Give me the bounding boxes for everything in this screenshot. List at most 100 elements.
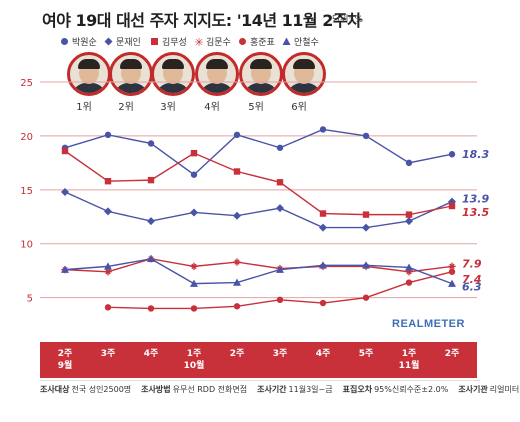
data-point: [276, 144, 284, 151]
legend-marker: [151, 37, 158, 45]
series-line: [64, 128, 453, 176]
x-tick-label: 5주: [359, 348, 374, 359]
data-point: [405, 217, 413, 226]
data-point: [276, 265, 284, 273]
data-point: [319, 210, 327, 217]
legend-label: 김무성: [162, 37, 187, 48]
data-point: [147, 140, 155, 147]
data-point: [448, 202, 456, 210]
x-tick-label: 2주: [58, 348, 73, 359]
data-point: [147, 305, 155, 312]
data-point: [147, 254, 155, 263]
data-point: [190, 262, 198, 271]
data-point: [104, 178, 112, 185]
data-point: [61, 147, 69, 155]
x-month-label: 11월: [399, 359, 420, 371]
data-point: [405, 211, 413, 218]
legend-label: 문재인: [116, 37, 141, 48]
data-point: [61, 187, 69, 196]
data-point: [319, 299, 327, 307]
end-value-label: 7.9: [462, 257, 482, 270]
legend-item: 문재인: [104, 34, 141, 48]
rank-label: 6위: [291, 102, 307, 113]
data-point: [233, 258, 241, 266]
rank-label: 1위: [76, 102, 92, 113]
series-line: [64, 258, 453, 273]
rank-label: 5위: [248, 102, 264, 113]
y-tick-label: 15: [20, 186, 33, 197]
data-point: [362, 223, 370, 232]
data-point: [319, 223, 327, 232]
data-point: [362, 261, 370, 269]
rank-label: 3위: [160, 102, 176, 113]
legend-item: 안철수: [282, 34, 319, 48]
data-point: [104, 304, 112, 311]
data-point: [319, 126, 327, 133]
data-point: [190, 208, 198, 217]
data-point: [405, 263, 413, 271]
end-value-label: 6.3: [462, 281, 482, 294]
candidate-photo-6: [282, 52, 326, 96]
legend-label: 김문수: [206, 37, 231, 48]
brand-logo: REALMETER: [392, 318, 465, 330]
data-point: [147, 217, 155, 226]
data-point: [104, 207, 112, 216]
data-point: [448, 279, 456, 287]
y-tick-label: 20: [20, 132, 33, 143]
rank-label: 4위: [204, 102, 220, 113]
candidate-photo-5: [239, 52, 283, 96]
legend-marker: [282, 37, 291, 45]
data-point: [147, 176, 155, 184]
legend-item: 김무성: [150, 34, 187, 48]
data-point: [276, 296, 284, 304]
x-month-label: 10월: [184, 359, 205, 371]
legend-item: ✳ 김문수: [194, 34, 231, 48]
end-value-label: 18.3: [462, 148, 489, 161]
candidate-photo-3: [151, 52, 195, 96]
legend-label: 박원순: [72, 37, 97, 48]
data-point: [319, 261, 327, 269]
candidate-photo-4: [195, 52, 239, 96]
data-point: [190, 279, 198, 287]
chart-title: 여야 19대 대선 주자 지지도: '14년 11월 2주차: [42, 11, 362, 30]
footer-target: 조사대상 전국 성인2500명: [40, 384, 132, 394]
series-line: [64, 258, 453, 285]
y-tick-label: 5: [27, 294, 33, 305]
data-point: [448, 268, 456, 275]
data-point: [104, 131, 112, 139]
end-value-label: 13.9: [462, 193, 489, 206]
data-point: [233, 278, 241, 286]
x-tick-label: 2주: [445, 348, 460, 359]
data-point: [362, 132, 370, 140]
legend: 박원순 문재인 김무성 ✳ 김문수 홍준표 안철수: [60, 34, 480, 48]
end-value-label: 7.4: [462, 273, 482, 286]
x-tick-label: 4주: [316, 348, 331, 359]
svg-text:✳: ✳: [195, 37, 204, 46]
data-point: [190, 149, 198, 157]
x-tick-label: 1주: [187, 348, 202, 359]
data-point: [405, 159, 413, 167]
data-point: [405, 279, 413, 286]
candidate-photo-2: [109, 52, 153, 96]
candidate-photo-1: [67, 52, 111, 96]
y-tick-label: 25: [20, 78, 33, 89]
legend-label: 안철수: [294, 37, 319, 48]
data-point: [104, 262, 112, 270]
legend-item: 박원순: [60, 34, 97, 48]
x-tick-label: 4주: [144, 348, 159, 359]
data-point: [190, 171, 198, 178]
footer-error: 표집오차 95%신뢰수준±2.0%: [342, 384, 449, 394]
data-point: [276, 204, 284, 213]
x-tick-label: 1주: [402, 348, 417, 359]
footer-method: 조사방법 유무선 RDD 전화면접: [141, 384, 248, 394]
legend-item: 홍준표: [238, 34, 275, 48]
end-value-label: 13.5: [462, 206, 489, 219]
data-point: [362, 211, 370, 218]
data-point: [190, 305, 198, 312]
legend-marker: [61, 37, 68, 45]
footer-period: 조사기간 11월3일~금: [257, 384, 333, 394]
legend-marker: ✳: [195, 37, 204, 46]
category-band: [40, 342, 477, 378]
series-line: [64, 150, 453, 216]
